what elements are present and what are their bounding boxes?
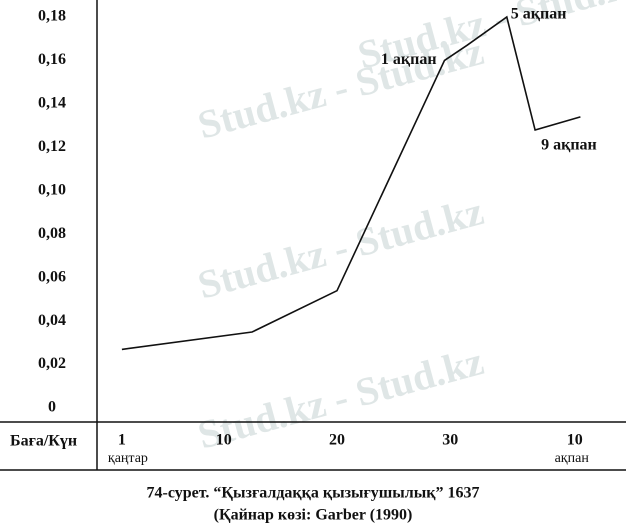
- y-tick-label: 0,02: [38, 355, 66, 372]
- x-tick-label: 10: [216, 432, 232, 449]
- x-tick-label: 10: [567, 432, 583, 449]
- y-tick-label: 0,06: [38, 268, 66, 285]
- y-tick-label: 0,04: [38, 312, 66, 329]
- y-tick-label: 0,08: [38, 225, 66, 242]
- y-tick-label: 0,12: [38, 138, 66, 155]
- y-tick-label: 0: [48, 399, 56, 416]
- x-tick-label: 20: [329, 432, 345, 449]
- x-tick-label: 30: [442, 432, 458, 449]
- x-tick-label: 1: [118, 432, 126, 449]
- annotation: 1 ақпан: [381, 51, 437, 68]
- caption: 74-сурет. “Қызғалдаққа қызығушылық” 1637: [147, 485, 480, 502]
- annotation: 5 ақпан: [511, 6, 567, 23]
- caption: (Қайнар көзі: Garber (1990): [214, 507, 413, 524]
- x-tick-sublabel: ақпан: [555, 451, 590, 466]
- y-tick-label: 0,14: [38, 95, 66, 112]
- y-tick-label: 0,16: [38, 51, 66, 68]
- x-axis-label: Баға/Күн: [10, 433, 77, 450]
- annotation: 9 ақпан: [541, 137, 597, 154]
- y-tick-label: 0,10: [38, 181, 66, 198]
- x-tick-sublabel: қаңтар: [108, 451, 148, 466]
- y-tick-label: 0,18: [38, 8, 66, 25]
- line: [121, 15, 581, 351]
